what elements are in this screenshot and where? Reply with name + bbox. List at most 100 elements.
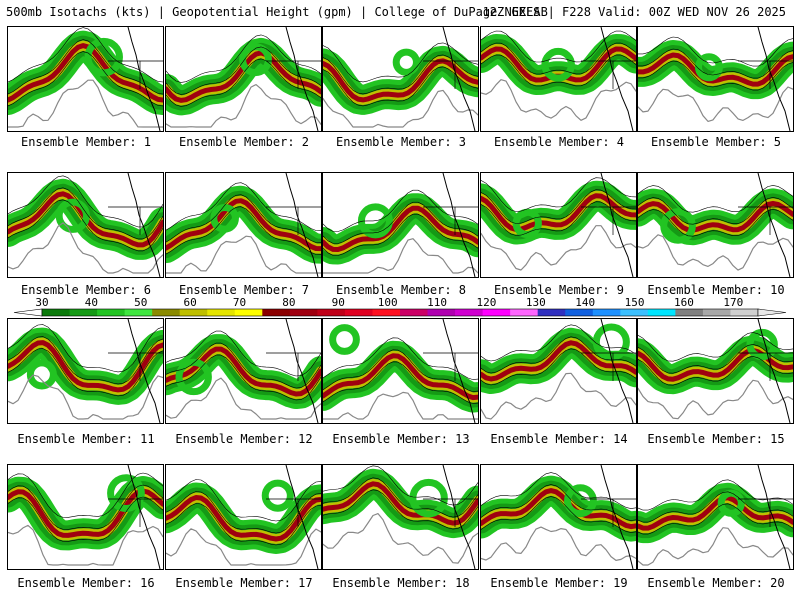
colorbar-segment [647, 309, 676, 316]
height-contour [638, 491, 793, 523]
coastline [600, 465, 634, 569]
height-contour [481, 324, 636, 362]
closed-low-swirl [261, 479, 294, 512]
colorbar-tick-label: 90 [332, 296, 345, 309]
height-contour [481, 348, 636, 386]
jet-stream-map [481, 27, 636, 131]
jet-red-core [481, 193, 636, 232]
colorbar-tick-label: 140 [575, 296, 595, 309]
coastline [442, 465, 476, 569]
height-contour [481, 496, 636, 533]
ensemble-member-label: Ensemble Member: 8 [335, 283, 467, 297]
jet-stream-map [638, 319, 793, 423]
southern-height-contour [638, 379, 793, 420]
jet-red-core [323, 353, 478, 401]
ensemble-member-map [480, 26, 637, 132]
southern-height-contour [638, 234, 793, 271]
header-title-right: 12Z GEFS | F228 Valid: 00Z WED NOV 26 20… [482, 5, 786, 19]
southern-height-contour [481, 372, 636, 420]
height-contour [166, 46, 321, 95]
ensemble-member-map [480, 172, 637, 278]
jet-red-core [166, 198, 321, 252]
closed-low-swirl [107, 474, 145, 512]
colorbar-segment [234, 309, 263, 316]
height-contour [638, 197, 793, 225]
ensemble-member-label: Ensemble Member: 13 [332, 432, 470, 446]
jet-stream-map [323, 27, 478, 131]
height-contour [166, 330, 321, 377]
ensemble-member-map [480, 464, 637, 570]
colorbar-segment [675, 309, 704, 316]
ensemble-member-label: Ensemble Member: 20 [647, 576, 785, 590]
colorbar-segment [620, 309, 649, 316]
ensemble-member-label: Ensemble Member: 5 [650, 135, 782, 149]
coastline [285, 319, 319, 423]
colorbar-segment [592, 309, 621, 316]
jet-stream-map [323, 173, 478, 277]
height-contour [8, 199, 163, 252]
ensemble-member-label: Ensemble Member: 17 [175, 576, 313, 590]
colorbar-segment [730, 309, 759, 316]
coastline [757, 27, 791, 131]
height-contour [638, 356, 793, 386]
coastline [127, 27, 161, 131]
colorbar-segment [179, 309, 208, 316]
state-border [108, 498, 163, 527]
closed-low-swirl [392, 48, 420, 76]
height-contour [323, 361, 478, 404]
southern-height-contour [8, 374, 163, 420]
ensemble-member-label: Ensemble Member: 12 [175, 432, 313, 446]
ensemble-member-label: Ensemble Member: 16 [17, 576, 155, 590]
coastline [757, 319, 791, 423]
height-contour [166, 194, 321, 243]
colorbar-tick-label: 70 [233, 296, 246, 309]
coastline [757, 173, 791, 277]
colorbar-segment [207, 309, 236, 316]
height-contour [481, 189, 636, 224]
colorbar-tick-label: 160 [674, 296, 694, 309]
state-border [423, 60, 478, 89]
state-border [423, 498, 478, 527]
height-contour [8, 484, 163, 530]
height-contour [8, 324, 163, 373]
coastline [285, 465, 319, 569]
ensemble-member-map [165, 318, 322, 424]
height-contour [323, 337, 478, 380]
ensemble-member-label: Ensemble Member: 15 [647, 432, 785, 446]
height-contour [323, 213, 478, 256]
southern-height-contour [323, 513, 478, 564]
state-border [266, 206, 321, 235]
height-contour [166, 479, 321, 522]
state-border [266, 60, 321, 89]
southern-height-contour [8, 79, 163, 128]
height-contour [481, 336, 636, 374]
closed-low-swirl [55, 198, 90, 233]
jet-red-core [481, 488, 636, 530]
southern-height-contour [638, 86, 793, 122]
jet-red-core [638, 52, 793, 87]
ensemble-member-map [322, 318, 479, 424]
southern-height-contour [481, 79, 636, 121]
state-border [581, 498, 636, 527]
colorbar-segment [317, 309, 346, 316]
ensemble-member-label: Ensemble Member: 6 [20, 283, 152, 297]
colorbar-segment [702, 309, 731, 316]
coastline [442, 173, 476, 277]
state-border [581, 60, 636, 89]
jet-stream-map [638, 173, 793, 277]
closed-low-swirl [660, 208, 696, 244]
ensemble-member-map [322, 26, 479, 132]
jet-stream-map [481, 173, 636, 277]
height-contour [323, 349, 478, 392]
coastline [442, 27, 476, 131]
ensemble-member-map [7, 318, 164, 424]
height-contour [8, 39, 163, 95]
state-border [738, 60, 793, 89]
closed-low-swirl [175, 358, 212, 396]
jet-stream-map [638, 27, 793, 131]
jet-red-core [166, 495, 321, 542]
colorbar-tick-label: 80 [282, 296, 295, 309]
height-contour [166, 342, 321, 389]
closed-low-swirl [239, 43, 272, 77]
ensemble-member-label: Ensemble Member: 14 [490, 432, 628, 446]
